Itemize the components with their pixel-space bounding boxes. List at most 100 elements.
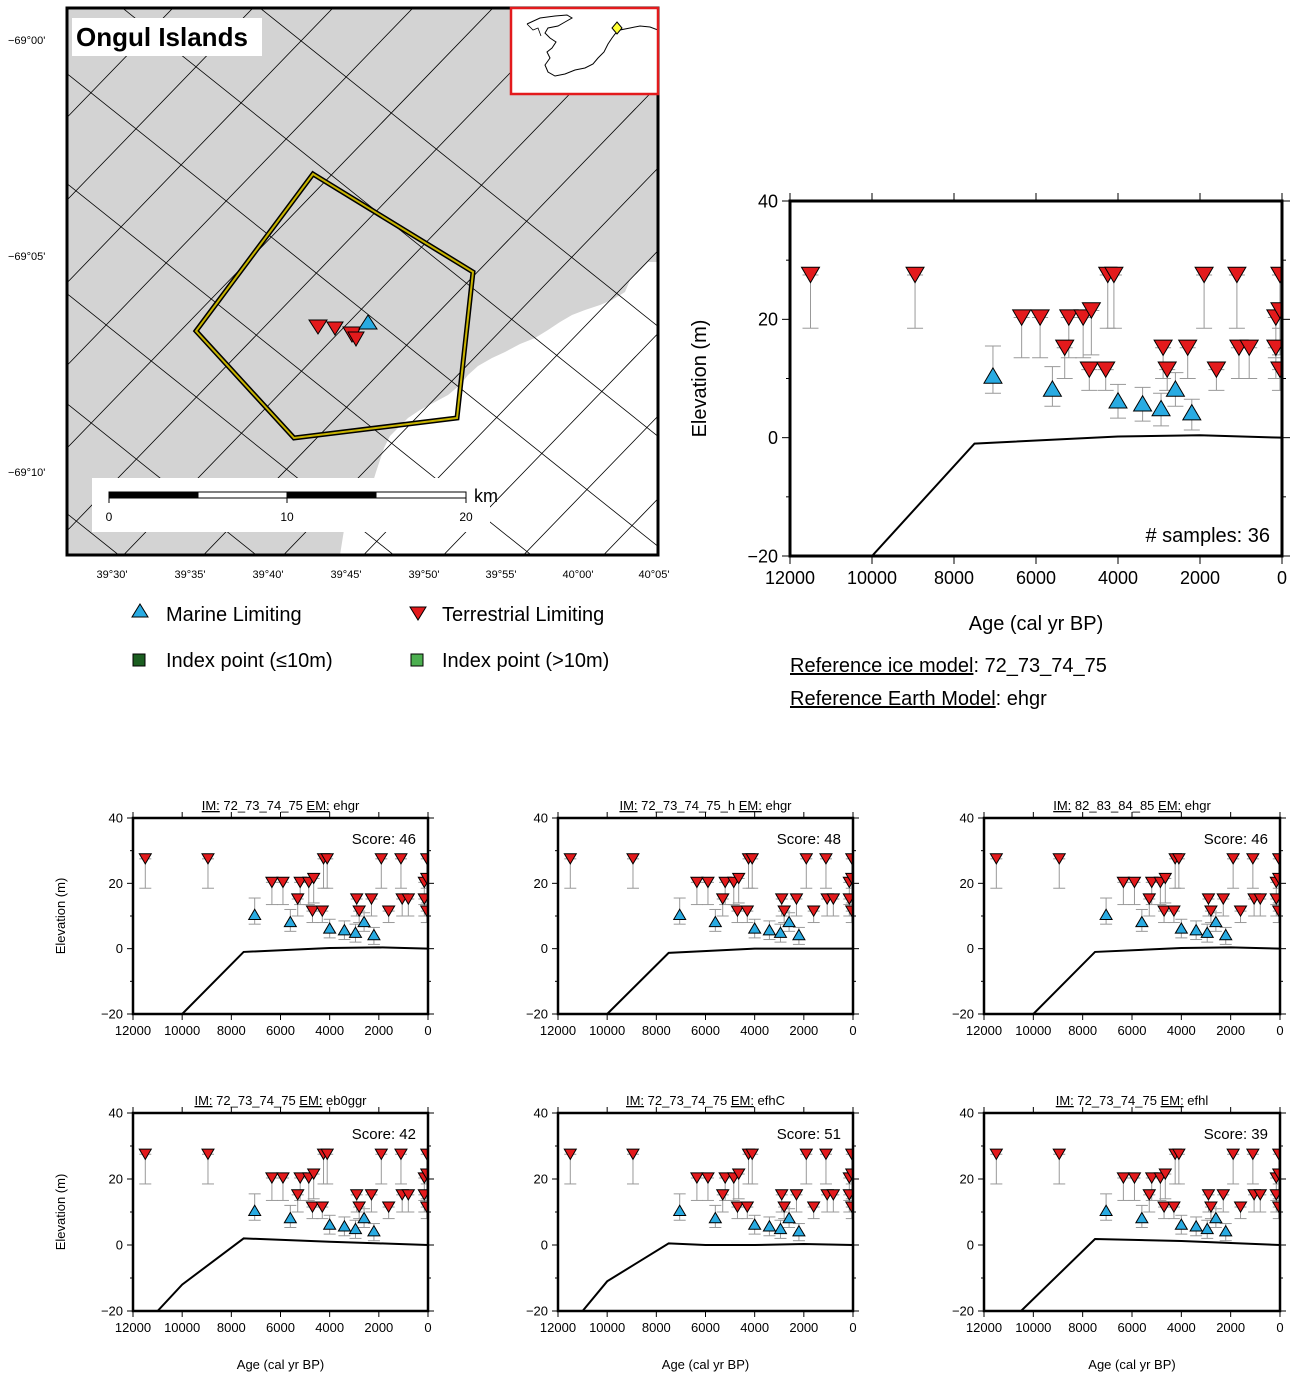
terrestrial-marker [1233, 905, 1248, 918]
x-tick-label: 4000 [1167, 1023, 1196, 1038]
terrestrial-marker [394, 853, 408, 865]
y-tick-label: 20 [109, 876, 123, 891]
map-latitude-line [67, 403, 257, 555]
terrestrial-marker [320, 853, 335, 865]
terrestrial-marker [989, 853, 1004, 865]
marine-marker [747, 1218, 762, 1230]
x-tick-label: 4000 [740, 1023, 769, 1038]
chart-annotation: Score: 51 [777, 1126, 841, 1143]
chart-annotation: Score: 46 [352, 831, 416, 848]
terrestrial-marker [1157, 361, 1178, 379]
panel-im-label: IM: [202, 798, 220, 813]
x-tick-label: 2000 [1180, 568, 1220, 588]
marine-marker [337, 923, 352, 936]
inset-frame [509, 6, 660, 96]
terrestrial-marker [265, 1172, 279, 1185]
y-tick-label: 40 [109, 811, 123, 826]
panel-em-value: ehgr [1181, 798, 1211, 813]
terrestrial-marker [1058, 309, 1079, 327]
plot-area [138, 1148, 428, 1311]
terrestrial-marker [293, 1172, 308, 1185]
panel-header: IM: 72_73_74_75 EM: eb0ggr [194, 1093, 367, 1108]
lon-labels: 39°30' 39°35' 39°40' 39°45' 39°50' 39°55… [97, 569, 670, 581]
terrestrial-marker [1011, 309, 1032, 327]
terrestrial-marker [563, 1148, 578, 1161]
marine-marker [762, 1219, 777, 1232]
y-tick-label: 40 [758, 191, 778, 211]
plot-area [563, 1148, 853, 1311]
terrestrial-marker [1201, 1189, 1216, 1201]
y-tick-label: −20 [101, 1007, 123, 1022]
map-longitude-line [67, 8, 174, 119]
terrestrial-marker [745, 1148, 760, 1161]
x-tick-label: 0 [1276, 1023, 1283, 1038]
map-marker-terrestrial [326, 321, 344, 336]
x-tick-label: 12000 [765, 568, 815, 588]
terrestrial-marker [1270, 302, 1282, 320]
marine-marker [1099, 908, 1113, 920]
x-tick-label: 2000 [364, 1320, 393, 1335]
terrestrial-marker [1226, 853, 1241, 865]
panel-chart-4: 12000 10000 8000 6000 4000 2000 0 −20 0 20 40 Score… [53, 1093, 434, 1372]
panel-chart-3: 12000 10000 8000 6000 4000 2000 0 −20 0 20 40 Score… [952, 798, 1286, 1038]
marine-marker [348, 926, 363, 938]
lon-label: 39°40' [253, 569, 284, 581]
terrestrial-marker [1167, 905, 1181, 918]
x-tick-label: 2000 [1216, 1023, 1245, 1038]
map-marker-marine [358, 314, 378, 330]
x-tick-label: 0 [849, 1320, 856, 1335]
lon-label: 39°30' [97, 569, 128, 581]
panel-im-value: 72_73_74_75_h [638, 798, 739, 813]
terrestrial-marker [690, 1172, 704, 1185]
terrestrial-marker [774, 1189, 789, 1201]
terrestrial-marker [806, 1201, 821, 1214]
y-tick-label: 0 [768, 428, 778, 448]
main-chart: 12000 10000 8000 6000 4000 2000 0 −20 0 20 40 # sam… [689, 191, 1290, 635]
chart-annotation: # samples: 36 [1145, 525, 1270, 547]
scale-label-20: 20 [459, 510, 473, 524]
terrestrial-marker [1095, 361, 1116, 379]
marine-marker [983, 366, 1003, 384]
panel-im-label: IM: [626, 1093, 644, 1108]
x-tick-label: 8000 [642, 1023, 671, 1038]
inset-coastline [526, 14, 658, 77]
terrestrial-marker [1206, 361, 1227, 379]
chart-annotation: Score: 42 [352, 1126, 416, 1143]
plot-area [563, 853, 853, 1014]
panel-em-label: EM: [299, 1093, 322, 1108]
chart-frame [982, 1111, 1282, 1313]
reference-earth-value: ehgr [1007, 688, 1047, 710]
terrestrial-marker [1116, 876, 1131, 889]
map-latitude-line [67, 513, 120, 555]
terrestrial-marker [789, 1189, 804, 1201]
y-tick-label: 40 [960, 1106, 974, 1121]
terrestrial-marker [1157, 1201, 1171, 1214]
x-tick-label: 6000 [691, 1023, 720, 1038]
terrestrial-marker [1127, 1172, 1142, 1185]
map-latitude-line [121, 8, 658, 437]
panel-em-label: EM: [731, 1093, 754, 1108]
marine-marker [773, 926, 788, 938]
x-tick-label: 8000 [1068, 1023, 1097, 1038]
terrestrial-marker [349, 1189, 364, 1201]
marine-marker [367, 928, 381, 941]
marine-marker [348, 1222, 363, 1235]
chart-frame [556, 1111, 855, 1313]
x-tick-label: 6000 [1016, 568, 1056, 588]
plot-area [138, 853, 428, 1014]
marine-marker [283, 1211, 298, 1224]
terrestrial-marker [690, 876, 704, 889]
chart-frame [788, 199, 1284, 558]
marine-marker [1200, 926, 1215, 938]
terrestrial-marker [626, 853, 640, 865]
panel-im-value: 72_73_74_75 [220, 798, 307, 813]
terrestrial-marker [1030, 309, 1050, 327]
marine-marker [1181, 403, 1202, 421]
marine-marker [792, 928, 806, 941]
y-tick-label: 0 [967, 1238, 974, 1253]
panel-im-label: IM: [194, 1093, 212, 1108]
y-axis-label: Elevation (m) [53, 878, 68, 955]
panel-header: IM: 72_73_74_75 EM: efhl [1056, 1093, 1209, 1108]
terrestrial-marker [1227, 266, 1247, 284]
